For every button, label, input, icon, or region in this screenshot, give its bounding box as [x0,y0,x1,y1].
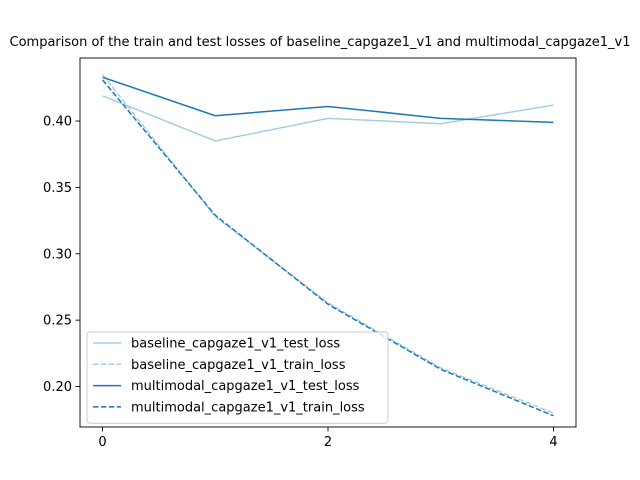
series-line-multimodal_capgaze1_v1_train_loss [101,79,554,417]
y-tick-label: 0.25 [43,314,72,329]
legend-label: multimodal_capgaze1_v1_train_loss [131,400,365,415]
y-tick-label: 0.30 [43,247,72,262]
axes: 0 2 4 0.20 0.25 0.30 0.35 0.40 [43,57,577,450]
y-tick-label: 0.40 [43,115,72,130]
series-line-multimodal_capgaze1_v1_test_loss [102,76,554,124]
legend-label: baseline_capgaze1_v1_train_loss [131,358,346,373]
y-tick-label: 0.35 [43,181,72,196]
x-tick-label: 0 [98,435,106,450]
chart-title: Comparison of the train and test losses … [10,35,631,50]
series-line-baseline_capgaze1_v1_test_loss [102,95,554,142]
legend-label: baseline_capgaze1_v1_test_loss [131,337,340,352]
series-line-baseline_capgaze1_v1_train_loss [101,74,554,414]
legend-box [86,331,389,424]
x-tick-label: 2 [324,435,332,450]
y-tick-label: 0.20 [43,380,72,395]
series-lines [101,74,554,417]
x-tick-label: 4 [549,435,557,450]
legend-label: multimodal_capgaze1_v1_test_loss [131,379,360,394]
legend: baseline_capgaze1_v1_test_loss baseline_c… [86,331,389,424]
